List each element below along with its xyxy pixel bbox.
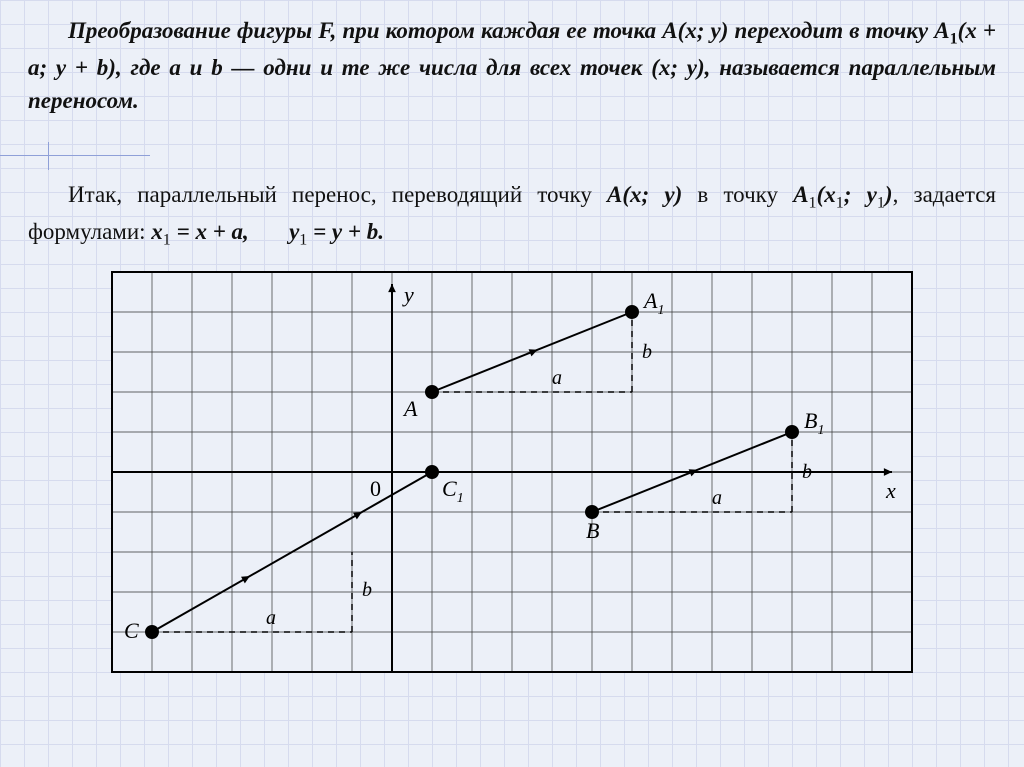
svg-text:0: 0 (370, 476, 381, 501)
p2-A1sub: 1 (809, 194, 817, 211)
p2-pre: Итак, параллельный перенос, переводящий … (68, 182, 607, 207)
p2-A: A (607, 182, 622, 207)
svg-text:A: A (402, 396, 418, 421)
page-content: Преобразование фигуры F, при котором каж… (0, 0, 1024, 673)
diagram-container: yx0abababAA1BB1CC1 (28, 271, 996, 673)
horizontal-rule-fragment (0, 155, 150, 156)
def-line2a: A(x; y) переходит в точку A (662, 18, 949, 43)
p2-A1args: (x (817, 182, 836, 207)
svg-text:b: b (362, 579, 372, 601)
svg-text:x: x (885, 478, 896, 503)
svg-text:C: C (124, 618, 139, 643)
p2-sep: ; y (844, 182, 877, 207)
svg-text:b: b (802, 461, 812, 483)
coordinate-diagram: yx0abababAA1BB1CC1 (111, 271, 913, 673)
p2-f1l: x (151, 219, 163, 244)
def-line3: те же числа для всех точек (x; y), назыв… (342, 55, 996, 80)
svg-text:a: a (552, 367, 562, 389)
svg-text:b: b (642, 341, 652, 363)
def-sub1: 1 (950, 31, 958, 48)
p2-f1eq: = x + a, (171, 219, 249, 244)
p2-f2l: y (289, 219, 299, 244)
p2-Aargs: (x; y) (622, 182, 682, 207)
p2-f1lsub: 1 (163, 231, 171, 248)
svg-text:a: a (266, 607, 276, 629)
p2-f2eq: = y + b. (307, 219, 384, 244)
p2-y1sub: 1 (877, 194, 885, 211)
p2-A1: A (793, 182, 808, 207)
svg-text:y: y (402, 282, 414, 307)
svg-text:a: a (712, 487, 722, 509)
p2-close: ) (885, 182, 893, 207)
vertical-rule-fragment (48, 142, 49, 170)
def-line4: переносом. (28, 88, 139, 113)
p2-gap (249, 219, 289, 244)
p2-x1sub: 1 (836, 194, 844, 211)
svg-text:B: B (586, 518, 599, 543)
def-line1: Преобразование фигуры F, при котором каж… (68, 18, 656, 43)
definition-paragraph: Преобразование фигуры F, при котором каж… (28, 14, 996, 118)
formula-paragraph: Итак, параллельный перенос, переводящий … (28, 178, 996, 252)
p2-mid1: в точку (682, 182, 793, 207)
